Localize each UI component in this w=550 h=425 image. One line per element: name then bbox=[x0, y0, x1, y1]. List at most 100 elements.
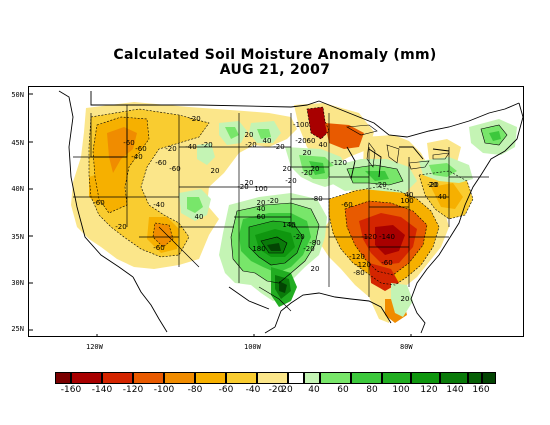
contour-label: -120 bbox=[331, 159, 347, 167]
contour-label: 100 bbox=[254, 185, 267, 193]
contour-label: -80 bbox=[309, 239, 320, 247]
contour-label: -80 bbox=[353, 269, 364, 277]
legend-swatch-dry-60 bbox=[195, 372, 226, 384]
contour-label: -20 bbox=[293, 233, 304, 241]
lat-label-50n: 50N bbox=[11, 91, 24, 99]
contour-label: 100 bbox=[400, 197, 413, 205]
contour-label: -40 bbox=[153, 201, 164, 209]
contour-label: -20 bbox=[237, 183, 248, 191]
contour-label: 20 bbox=[211, 167, 220, 175]
contour-label: -40 bbox=[131, 153, 142, 161]
contour-label: -20 bbox=[301, 169, 312, 177]
contour-label: -60 bbox=[135, 145, 146, 153]
legend-swatch-dry-20 bbox=[257, 372, 288, 384]
contour-label: -20 bbox=[285, 177, 296, 185]
contour-label: -60 bbox=[123, 139, 134, 147]
contour-label: 40 bbox=[257, 205, 266, 213]
contour-label: -60 bbox=[341, 201, 352, 209]
legend-label: 140 bbox=[446, 385, 464, 395]
contour-label: -80 bbox=[311, 195, 322, 203]
legend-swatch-wet-20 bbox=[304, 372, 320, 384]
contour-label: -20 bbox=[303, 245, 314, 253]
contour-label: 20 bbox=[257, 199, 266, 207]
contour-label: -40 bbox=[435, 193, 446, 201]
map-title: Calculated Soil Moisture Anomaly (mm) bbox=[113, 47, 437, 63]
anomaly-map: -20 -100 -60 -40 -60 -20 -60 -40 -20 -60… bbox=[29, 90, 523, 336]
contour-label: 20 bbox=[303, 149, 312, 157]
contour-label: 40 bbox=[405, 191, 414, 199]
contour-label: 20 bbox=[283, 165, 292, 173]
legend-label: -140 bbox=[91, 385, 113, 395]
lat-label-25n: 25N bbox=[11, 325, 24, 333]
contour-label: 60 bbox=[257, 213, 266, 221]
legend-label: -160 bbox=[60, 385, 82, 395]
contour-label: 20 bbox=[311, 265, 320, 273]
legend-swatch-wet-60 bbox=[351, 372, 382, 384]
contour-label: 20 bbox=[245, 131, 254, 139]
contour-label: 20 bbox=[429, 181, 438, 189]
positive-contours bbox=[230, 124, 508, 284]
contour-label: -140 bbox=[379, 233, 395, 241]
contour-label: -20 bbox=[245, 141, 256, 149]
contour-label: -60 bbox=[169, 165, 180, 173]
lat-label-40n: 40N bbox=[11, 185, 24, 193]
legend-label: 40 bbox=[308, 385, 320, 395]
contour-label: -120 bbox=[361, 233, 377, 241]
legend-label: 120 bbox=[420, 385, 438, 395]
lat-label-30n: 30N bbox=[11, 279, 24, 287]
legend-swatch-wet-120 bbox=[440, 372, 468, 384]
map-date: AUG 21, 2007 bbox=[219, 62, 331, 78]
lat-label-35n: 35N bbox=[11, 233, 24, 241]
legend-label: -120 bbox=[122, 385, 144, 395]
contour-label: -60 bbox=[155, 159, 166, 167]
contour-label: -20 bbox=[115, 223, 126, 231]
contour-label: 60 bbox=[307, 137, 316, 145]
lon-label-100w: 100W bbox=[244, 343, 261, 351]
legend-swatch-neutral bbox=[288, 372, 304, 384]
contour-label: -120 bbox=[349, 253, 365, 261]
contour-label: 40 bbox=[195, 213, 204, 221]
legend-label: 160 bbox=[472, 385, 490, 395]
lon-label-120w: 120W bbox=[86, 343, 103, 351]
legend-label: -40 bbox=[245, 385, 261, 395]
legend-label: 80 bbox=[366, 385, 378, 395]
contour-label: -60 bbox=[381, 259, 392, 267]
negative-contours bbox=[88, 106, 474, 286]
contour-label: 40 bbox=[319, 141, 328, 149]
lake-outlines bbox=[346, 124, 450, 170]
contour-label: -60 bbox=[93, 199, 104, 207]
legend-swatch-wet-160 bbox=[482, 372, 496, 384]
legend-label: 100 bbox=[392, 385, 410, 395]
contour-label: -60 bbox=[153, 244, 164, 252]
contour-label: 20 bbox=[245, 179, 254, 187]
legend-swatch-wet-40 bbox=[320, 372, 351, 384]
contour-label: 40 bbox=[263, 137, 272, 145]
legend-swatch-dry-160 bbox=[55, 372, 71, 384]
legend-label: 20 bbox=[281, 385, 293, 395]
contour-label: 20 bbox=[401, 295, 410, 303]
contour-label: -120 bbox=[355, 261, 371, 269]
contour-label: 140 bbox=[282, 221, 295, 229]
contour-label: -20 bbox=[427, 181, 438, 189]
legend-label: -80 bbox=[187, 385, 203, 395]
legend-swatch-wet-100 bbox=[411, 372, 440, 384]
lon-label-80w: 80W bbox=[400, 343, 413, 351]
contour-label: 20 bbox=[311, 165, 320, 173]
contour-label: -20 bbox=[189, 115, 200, 123]
contour-label: -100 bbox=[293, 121, 309, 129]
state-boundaries bbox=[73, 105, 489, 312]
lat-label-45n: 45N bbox=[11, 139, 24, 147]
contour-labels: -20 -100 -60 -40 -60 -20 -60 -40 -20 -60… bbox=[93, 115, 446, 303]
legend-label: -20 bbox=[268, 385, 284, 395]
coastlines bbox=[58, 90, 523, 334]
contour-label: -40 bbox=[185, 143, 196, 151]
contour-label: -20 bbox=[375, 181, 386, 189]
contour-label: -20 bbox=[295, 137, 306, 145]
lat-ticks bbox=[29, 93, 412, 336]
legend-swatch-dry-140 bbox=[71, 372, 102, 384]
map-frame: -20 -100 -60 -40 -60 -20 -60 -40 -20 -60… bbox=[28, 86, 524, 337]
legend-swatch-dry-40 bbox=[226, 372, 257, 384]
legend-swatch-wet-80 bbox=[382, 372, 411, 384]
wet-anomaly-fills bbox=[179, 119, 517, 317]
contour-label: -20 bbox=[267, 197, 278, 205]
